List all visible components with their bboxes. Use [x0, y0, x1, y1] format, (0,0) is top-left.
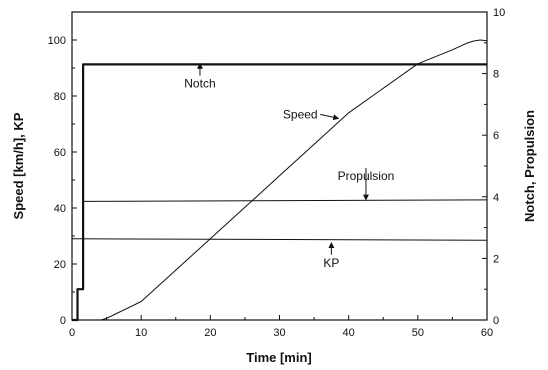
- x-tick-label: 30: [273, 327, 285, 339]
- left-y-tick-label: 20: [54, 259, 66, 271]
- series-speed-line: [72, 39, 488, 321]
- plot-frame: [71, 11, 488, 321]
- right-y-tick-label: 10: [493, 7, 505, 19]
- left-y-tick-label: 0: [60, 315, 66, 327]
- x-axis-title: Time [min]: [246, 350, 312, 365]
- right-y-tick-label: 4: [493, 192, 499, 204]
- annotation-kp-label: KP: [323, 256, 339, 270]
- x-tick-label: 10: [135, 327, 147, 339]
- left-y-tick-label: 40: [54, 203, 66, 215]
- series-group: [71, 39, 488, 322]
- left-y-axis-ticks: 0 20 40 60 80 100: [48, 11, 77, 327]
- annotation-speed-arrow: [320, 113, 340, 121]
- right-y-axis-ticks: 0 2 4 6 8 10: [482, 7, 505, 327]
- x-tick-label: 60: [481, 327, 493, 339]
- right-y-tick-label: 6: [493, 130, 499, 142]
- annotation-notch-label: Notch: [184, 77, 215, 91]
- right-y-tick-label: 0: [493, 315, 499, 327]
- series-propulsion-line: [83, 199, 488, 202]
- right-y-tick-label: 2: [493, 253, 499, 265]
- series-kp-line: [71, 238, 488, 241]
- right-y-tick-label: 8: [493, 69, 499, 81]
- right-y-axis-title: Notch, Propulsion: [522, 110, 537, 222]
- left-y-tick-label: 80: [54, 91, 66, 103]
- x-axis-ticks: 0 10 20 30 40 50 60: [69, 315, 493, 339]
- left-y-tick-label: 60: [54, 147, 66, 159]
- series-notch-line: [72, 63, 487, 322]
- x-tick-label: 50: [412, 327, 424, 339]
- x-tick-label: 40: [343, 327, 355, 339]
- left-y-tick-label: 100: [48, 35, 66, 47]
- x-tick-label: 0: [69, 327, 75, 339]
- left-y-axis-title: Speed [km/h], KP: [11, 112, 26, 219]
- annotation-speed-label: Speed: [283, 107, 318, 121]
- x-tick-label: 20: [204, 327, 216, 339]
